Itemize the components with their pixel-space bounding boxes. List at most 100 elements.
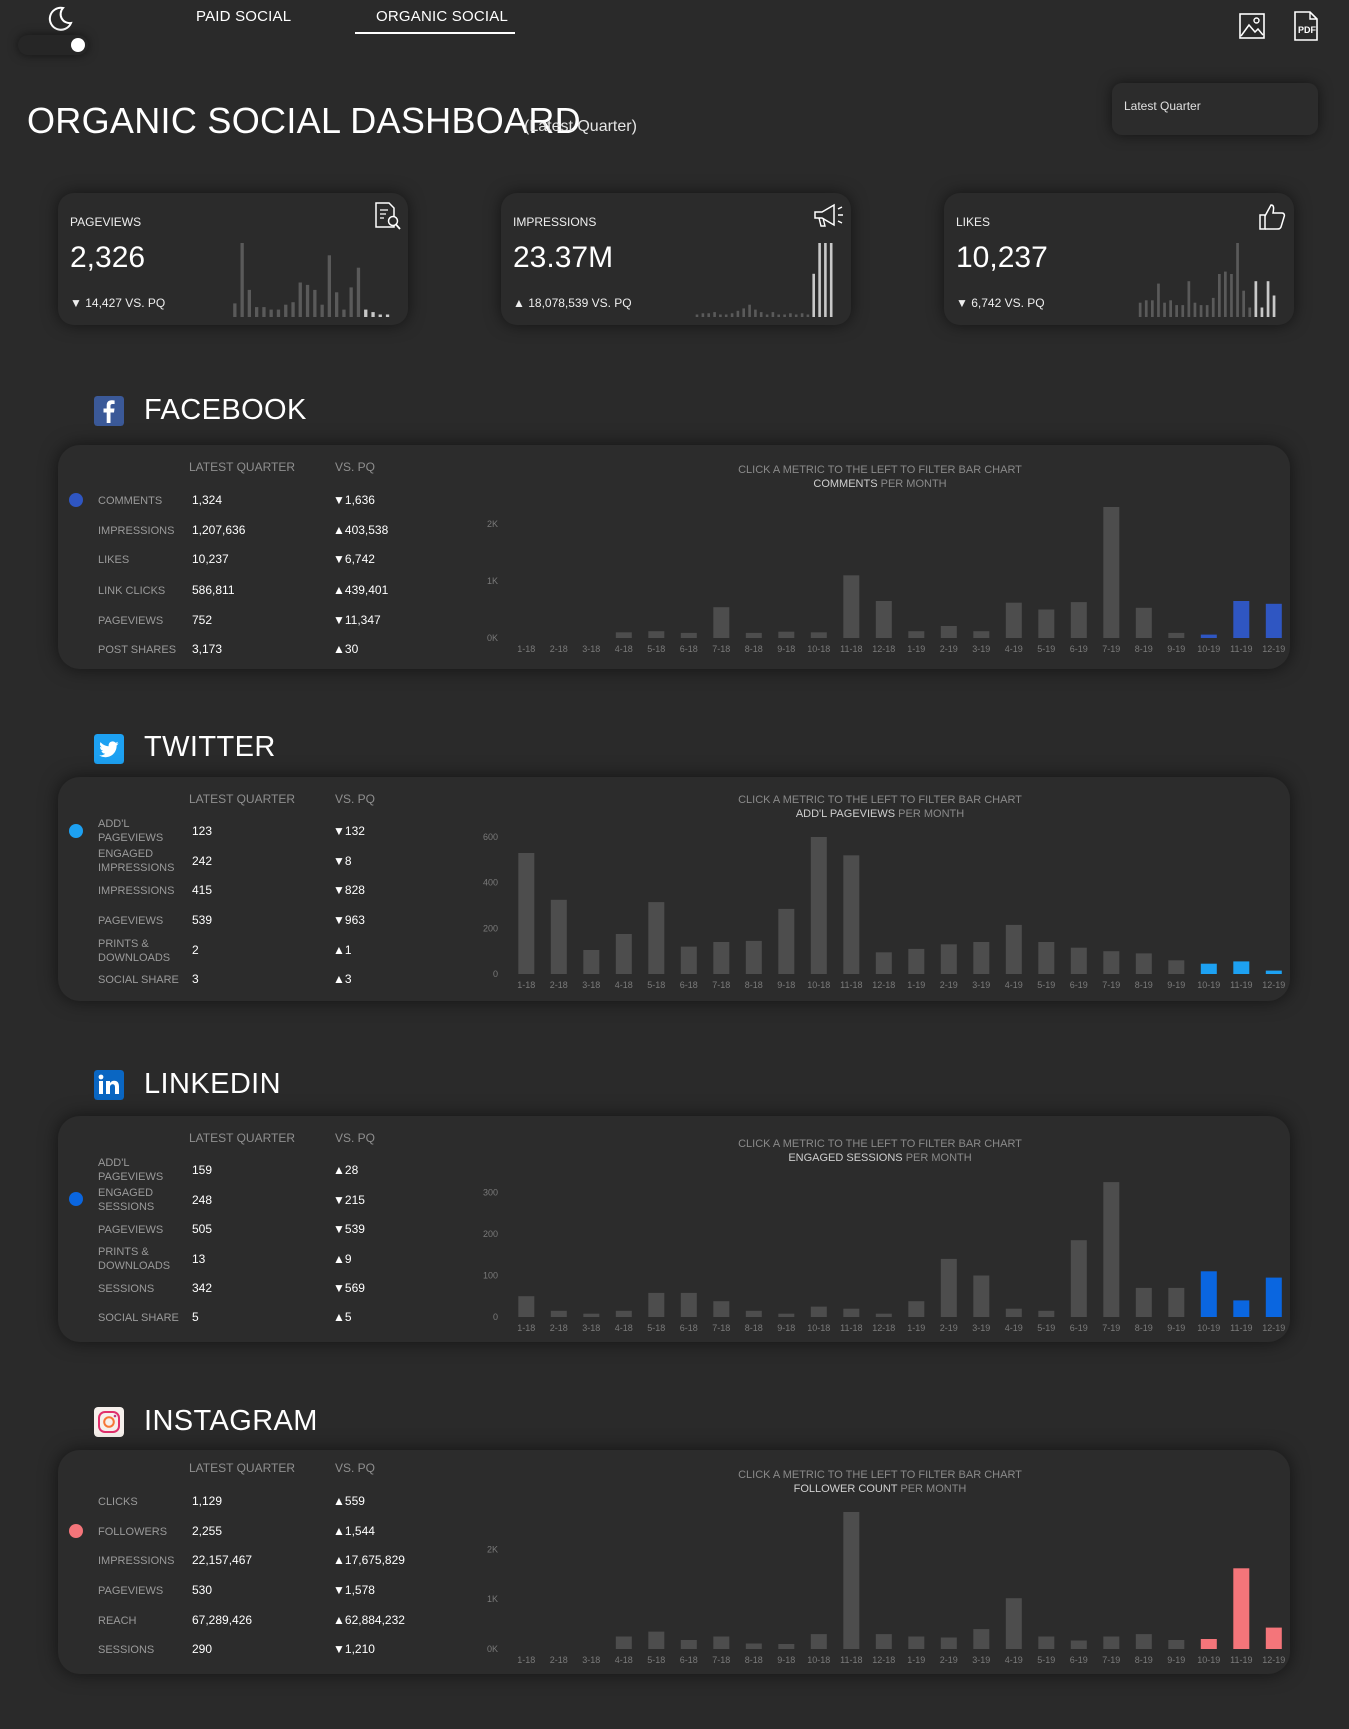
chart-bar[interactable]	[940, 1258, 957, 1317]
chart-bar[interactable]	[940, 1637, 957, 1650]
chart-bar[interactable]	[1038, 1310, 1055, 1317]
period-select[interactable]: Latest Quarter	[1112, 83, 1318, 135]
chart-bar[interactable]	[615, 1636, 632, 1650]
chart-bar[interactable]	[1233, 1300, 1250, 1317]
chart-bar[interactable]	[1168, 632, 1185, 638]
selected-metric-dot	[69, 824, 83, 838]
chart-bar[interactable]	[940, 944, 957, 974]
chart-bar[interactable]	[713, 1636, 730, 1650]
chart-bar[interactable]	[680, 632, 697, 638]
chart-bar[interactable]	[1200, 634, 1217, 638]
chart-bar[interactable]	[843, 1512, 860, 1649]
chart-bar[interactable]	[973, 1629, 990, 1649]
chart-bar[interactable]	[615, 1310, 632, 1317]
tab-paid-social[interactable]: PAID SOCIAL	[196, 8, 292, 25]
chart-bar[interactable]	[1103, 507, 1120, 638]
chart-bar[interactable]	[680, 946, 697, 974]
chart-bar[interactable]	[778, 631, 795, 638]
chart-bar[interactable]	[1168, 1640, 1185, 1649]
chart-bar[interactable]	[908, 1636, 925, 1650]
chart-bar[interactable]	[518, 1296, 535, 1317]
chart-bar[interactable]	[1233, 961, 1250, 974]
pdf-icon[interactable]: PDF	[1292, 10, 1320, 42]
chart-bar[interactable]	[745, 940, 762, 974]
chart-bar[interactable]	[810, 1306, 827, 1317]
chart-bar[interactable]	[1200, 963, 1217, 974]
chart-bar[interactable]	[908, 631, 925, 638]
chart-bar[interactable]	[745, 632, 762, 638]
chart-bar[interactable]	[1200, 1639, 1217, 1649]
chart-bar[interactable]	[648, 902, 665, 974]
chart-bar[interactable]	[843, 1308, 860, 1317]
chart-bar[interactable]	[1038, 609, 1055, 639]
chart-bar[interactable]	[1038, 1636, 1055, 1650]
chart-bar[interactable]	[745, 1310, 762, 1317]
chart-bar[interactable]	[1070, 602, 1087, 638]
chart-bar[interactable]	[1265, 970, 1282, 974]
chart-bar[interactable]	[875, 601, 892, 638]
chart-bar[interactable]	[1265, 603, 1282, 638]
chart-bar[interactable]	[1168, 1287, 1185, 1317]
chart-bar[interactable]	[1265, 1277, 1282, 1317]
chart-bar[interactable]	[875, 1313, 892, 1317]
image-icon[interactable]	[1238, 12, 1266, 40]
chart-bar[interactable]	[648, 631, 665, 638]
chart-bar[interactable]	[973, 631, 990, 638]
chart-bar[interactable]	[1168, 960, 1185, 974]
chart-bar[interactable]	[810, 1634, 827, 1649]
chart-bar[interactable]	[1233, 601, 1250, 638]
chart-bar[interactable]	[550, 899, 567, 974]
chart-bar[interactable]	[1005, 1308, 1022, 1317]
chart-bar[interactable]	[810, 632, 827, 638]
chart-bar[interactable]	[713, 1301, 730, 1317]
chart-bar[interactable]	[1200, 1271, 1217, 1317]
chart-bar[interactable]	[1103, 951, 1120, 974]
chart-bar[interactable]	[615, 934, 632, 974]
chart-bar[interactable]	[973, 942, 990, 974]
chart-bar[interactable]	[713, 607, 730, 638]
chart-bar[interactable]	[550, 1310, 567, 1317]
chart-bar[interactable]	[583, 1313, 600, 1317]
tab-organic-social[interactable]: ORGANIC SOCIAL	[376, 8, 508, 25]
chart-bar[interactable]	[1038, 942, 1055, 974]
chart-bar[interactable]	[908, 1301, 925, 1317]
toggle-track[interactable]	[18, 35, 88, 55]
chart-bar[interactable]	[778, 908, 795, 974]
chart-bar[interactable]	[973, 1275, 990, 1318]
chart-bar[interactable]	[745, 1643, 762, 1650]
chart-bar[interactable]	[1103, 1182, 1120, 1317]
chart-bar[interactable]	[908, 948, 925, 974]
chart-bar[interactable]	[648, 1292, 665, 1317]
chart-bar[interactable]	[1135, 1634, 1152, 1649]
chart-bar[interactable]	[680, 1292, 697, 1317]
chart-bar[interactable]	[648, 1631, 665, 1649]
chart-bar[interactable]	[1135, 607, 1152, 638]
chart-bar[interactable]	[1005, 924, 1022, 974]
chart-bar[interactable]	[778, 1644, 795, 1649]
chart-bar[interactable]	[1265, 1627, 1282, 1649]
chart-bar[interactable]	[843, 855, 860, 974]
chart-bar[interactable]	[615, 632, 632, 638]
chart-bar[interactable]	[583, 950, 600, 974]
chart-bar[interactable]	[1070, 947, 1087, 974]
chart-bar[interactable]	[778, 1313, 795, 1317]
chart-bar[interactable]	[713, 942, 730, 974]
chart-bar[interactable]	[1233, 1568, 1250, 1649]
chart-bar[interactable]	[843, 575, 860, 638]
chart-bar[interactable]	[1005, 1598, 1022, 1649]
chart-metric: COMMENTS	[813, 478, 878, 490]
chart-bar[interactable]	[680, 1640, 697, 1649]
chart-bar[interactable]	[1135, 1287, 1152, 1317]
chart-bar[interactable]	[1005, 602, 1022, 638]
chart-bar[interactable]	[940, 626, 957, 638]
chart-bar[interactable]	[1103, 1636, 1120, 1650]
kpi-delta: ▲ 18,078,539 VS. PQ	[513, 296, 632, 310]
toggle-knob[interactable]	[71, 38, 85, 52]
chart-bar[interactable]	[1070, 1640, 1087, 1650]
chart-bar[interactable]	[1135, 953, 1152, 974]
chart-bar[interactable]	[875, 1634, 892, 1649]
chart-bar[interactable]	[518, 853, 535, 974]
chart-bar[interactable]	[875, 952, 892, 974]
chart-bar[interactable]	[810, 837, 827, 974]
chart-bar[interactable]	[1070, 1240, 1087, 1317]
